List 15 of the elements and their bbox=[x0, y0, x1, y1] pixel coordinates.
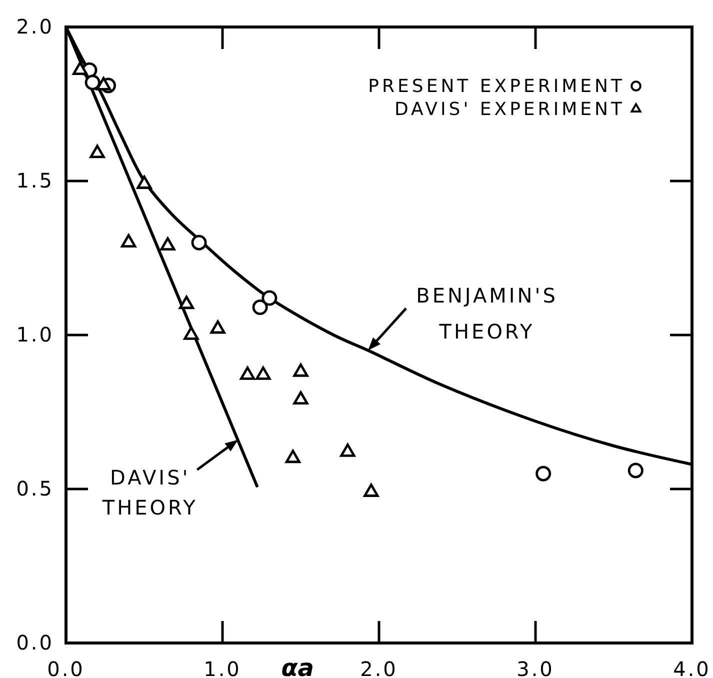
y-tick-label: 2.0 bbox=[16, 14, 54, 38]
x-tick-label: 4.0 bbox=[673, 657, 711, 678]
x-tick-label: 0.0 bbox=[47, 657, 85, 678]
y-tick-label: 1.0 bbox=[16, 322, 54, 346]
y-tick-label: 0.5 bbox=[16, 476, 54, 500]
y-tick-label: 0.0 bbox=[16, 630, 54, 654]
annotation: DAVIS' THEORY bbox=[101, 466, 198, 520]
legend-label: PRESENT EXPERIMENT bbox=[368, 76, 625, 97]
x-tick-label: 1.0 bbox=[204, 657, 242, 678]
x-tick-label: 3.0 bbox=[516, 657, 554, 678]
x-axis-title: αa bbox=[281, 654, 314, 678]
annotation: BENJAMIN'S THEORY bbox=[416, 283, 558, 344]
y-tick-label: 1.5 bbox=[16, 168, 54, 192]
legend-label: DAVIS' EXPERIMENT bbox=[394, 99, 625, 120]
x-tick-label: 2.0 bbox=[360, 657, 398, 678]
